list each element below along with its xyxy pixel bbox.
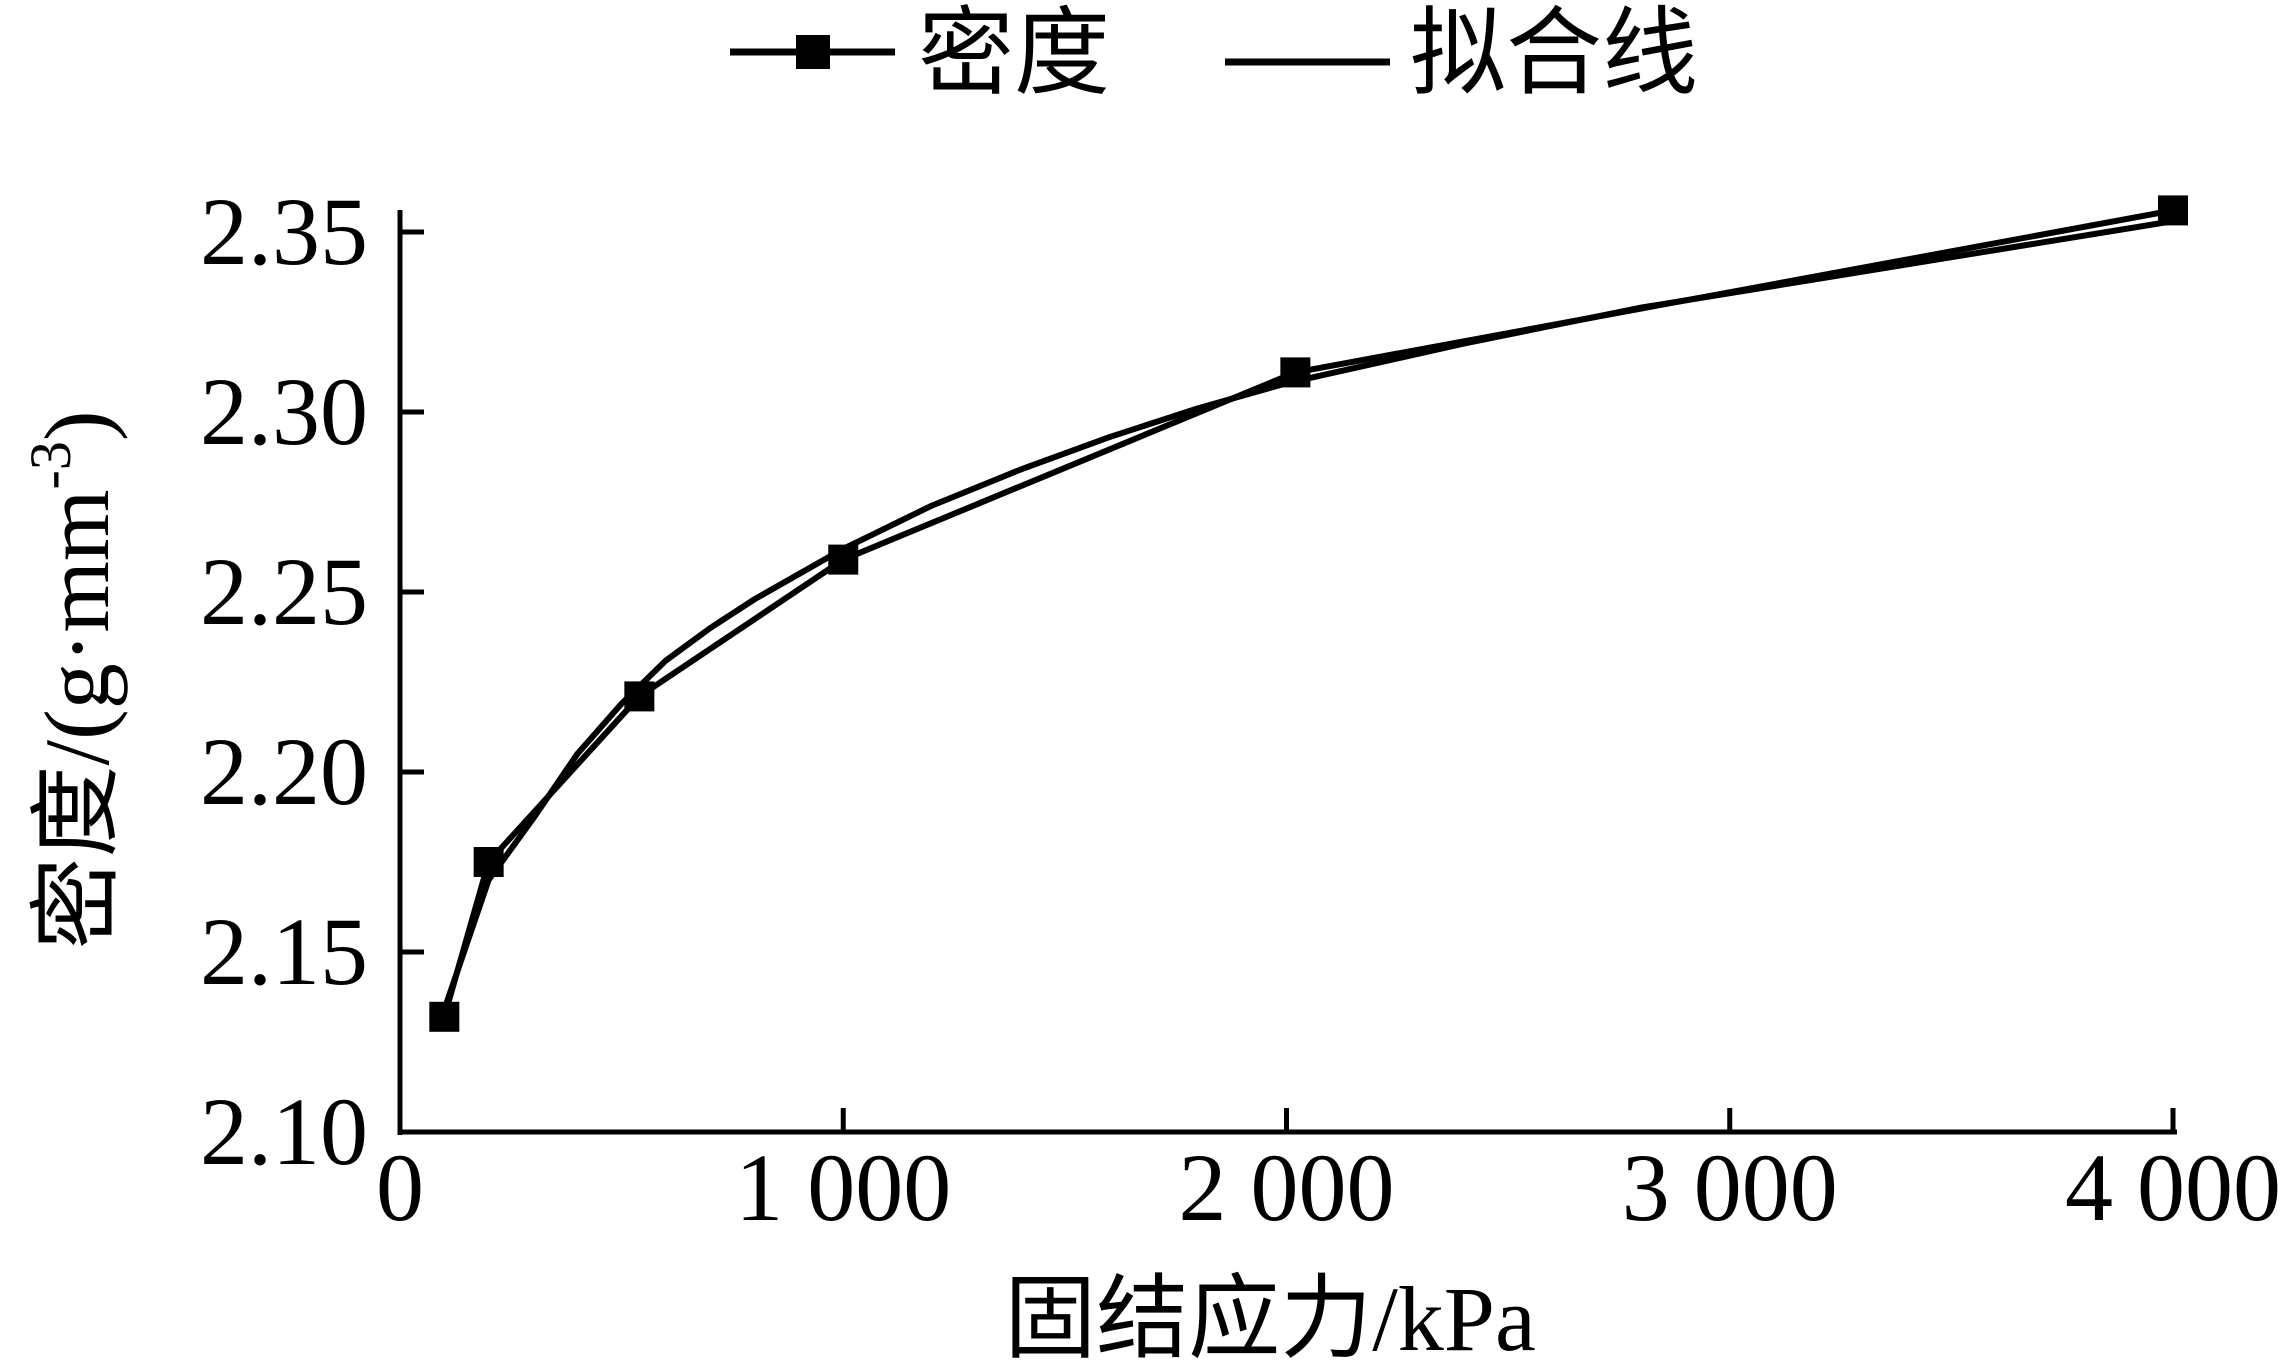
x-tick-label: 2 000 [1179, 1134, 1395, 1241]
x-tick-label: 0 [376, 1134, 424, 1241]
y-tick-label: 2.10 [200, 1078, 368, 1185]
y-axis-title-superscript: -3 [18, 441, 83, 489]
y-axis-title-main: 密度/(g·mm [26, 490, 128, 950]
axes [397, 210, 2177, 1135]
y-tick-label: 2.15 [200, 898, 368, 1005]
x-tick-label: 4 000 [2065, 1134, 2281, 1241]
y-tick-label: 2.25 [200, 538, 368, 645]
x-tick-label: 3 000 [1622, 1134, 1838, 1241]
legend: 密度 拟合线 [730, 0, 1698, 107]
y-axis-title-close: ) [26, 411, 128, 442]
svg-text:密度/(g·mm-3): 密度/(g·mm-3) [18, 411, 128, 950]
legend-label-density: 密度 [918, 0, 1110, 107]
y-tick-label: 2.30 [200, 358, 368, 465]
x-axis-title: 固结应力/kPa [1004, 1268, 1536, 1367]
y-tick-label: 2.35 [200, 178, 368, 285]
y-ticks: 2.10 2.15 2.20 2.25 2.30 2.35 [200, 178, 424, 1185]
legend-label-fit: 拟合线 [1410, 0, 1698, 107]
y-axis-title: 密度/(g·mm-3) [18, 411, 128, 950]
series-line-fit [441, 218, 2176, 1013]
legend-swatch-marker-density [796, 35, 830, 69]
y-tick-label: 2.20 [200, 718, 368, 825]
series-layer [429, 195, 2188, 1032]
series-line-density [441, 207, 2176, 1020]
x-tick-label: 1 000 [735, 1134, 951, 1241]
x-ticks: 0 1 000 2 000 3 000 4 000 [376, 1108, 2281, 1241]
